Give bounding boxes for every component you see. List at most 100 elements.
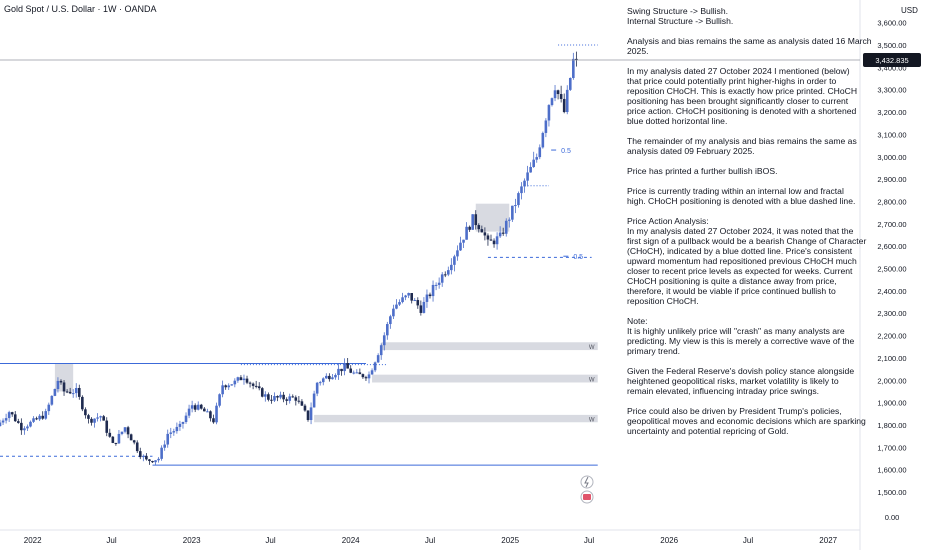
candle-body	[148, 459, 151, 462]
note-line: heightened geopolitical risks, market vo…	[627, 376, 839, 386]
candle-body	[562, 98, 566, 113]
candle	[507, 217, 511, 228]
note-line: reposition CHoCH. This is exactly how pr…	[627, 86, 858, 96]
candle-body	[242, 378, 246, 381]
candle-body	[373, 362, 377, 371]
candle	[389, 314, 392, 329]
candle	[474, 210, 478, 230]
candle	[440, 272, 444, 287]
candle	[379, 343, 383, 360]
candle-body	[81, 396, 84, 410]
candle-body	[254, 385, 258, 387]
candle	[35, 416, 38, 421]
candle	[434, 282, 438, 291]
candle-body	[443, 274, 447, 276]
candle-body	[331, 377, 334, 380]
candle-body	[93, 418, 96, 423]
candle	[257, 382, 261, 391]
candle	[450, 258, 453, 275]
candle-body	[16, 421, 20, 423]
candle	[96, 413, 99, 422]
candle-body	[349, 368, 353, 373]
candle-body	[419, 305, 423, 313]
time-tick-label: 2023	[183, 536, 201, 545]
candle	[20, 418, 23, 435]
note-paragraph: Swing Structure -> Bullish. Internal Stru…	[627, 6, 867, 26]
candle	[32, 416, 35, 423]
note-line: upward momentum had repositioned previou…	[627, 256, 857, 266]
candle	[251, 382, 255, 390]
price-tick-label: 3,500.00	[877, 41, 906, 50]
candle-body	[230, 384, 234, 386]
candle	[199, 403, 203, 410]
candle	[511, 205, 514, 222]
candle-body	[306, 410, 310, 421]
candle-body	[440, 274, 444, 283]
candle	[254, 380, 258, 389]
price-tick-label: 2,000.00	[877, 376, 906, 385]
candle	[212, 414, 215, 424]
note-paragraph: The remainder of my analysis and bias re…	[627, 136, 867, 156]
note-paragraph: Analysis and bias remains the same as an…	[627, 36, 872, 56]
candle-body	[35, 418, 38, 420]
candle	[135, 440, 139, 454]
candle	[568, 77, 572, 91]
candle	[129, 433, 133, 441]
candle-body	[471, 214, 474, 230]
candle-body	[325, 375, 328, 379]
candle-body	[178, 423, 182, 427]
note-paragraph: Price could also be driven by President …	[627, 406, 867, 436]
candle-body	[114, 442, 118, 444]
candle-body	[224, 385, 227, 388]
candle	[267, 392, 270, 402]
candle-body	[395, 304, 398, 309]
candle-body	[565, 89, 569, 113]
price-tick-label: 3,400.00	[877, 63, 906, 72]
candle-body	[529, 166, 532, 173]
last-price-label: 3,432.835	[875, 56, 908, 65]
candle-body	[132, 440, 136, 443]
candle	[184, 412, 188, 424]
candle	[117, 429, 121, 444]
candle-body	[71, 393, 75, 395]
candle-body	[248, 382, 252, 384]
candle	[477, 223, 481, 233]
candle-body	[291, 396, 295, 398]
candle	[114, 442, 118, 446]
candle-body	[215, 405, 218, 423]
candle-body	[196, 404, 200, 410]
candle	[334, 373, 337, 380]
candle-body	[407, 293, 410, 296]
candle	[550, 97, 554, 107]
candle	[376, 353, 380, 363]
price-tick-label: 2,700.00	[877, 220, 906, 229]
candle-body	[398, 302, 401, 305]
candle	[10, 411, 14, 417]
candle	[501, 227, 505, 236]
candle	[142, 454, 145, 462]
note-line: reposition CHoCH.	[627, 296, 699, 306]
candle-body	[172, 431, 176, 433]
candle	[138, 447, 142, 460]
candle	[4, 413, 8, 424]
candle-body	[297, 400, 301, 402]
note-line: Analysis and bias remains the same as an…	[627, 36, 872, 46]
candle	[517, 191, 520, 208]
candle	[364, 375, 368, 382]
candle	[59, 379, 63, 385]
note-paragraph: Given the Federal Reserve's dovish polic…	[627, 366, 867, 396]
note-line: Internal Structure -> Bullish.	[627, 16, 734, 26]
fib-level-label: 0.5	[561, 148, 571, 155]
candle-body	[270, 399, 273, 401]
candle	[29, 420, 32, 428]
candle-body	[203, 408, 206, 412]
candle	[425, 289, 429, 308]
candle-body	[77, 387, 81, 397]
candle	[358, 368, 362, 375]
candle	[175, 422, 179, 434]
candle-body	[227, 385, 231, 388]
demand-zone	[475, 203, 510, 232]
candle-body	[260, 388, 264, 397]
